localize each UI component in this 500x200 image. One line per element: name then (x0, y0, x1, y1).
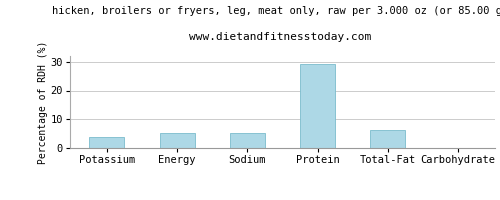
Y-axis label: Percentage of RDH (%): Percentage of RDH (%) (38, 40, 48, 164)
Text: hicken, broilers or fryers, leg, meat only, raw per 3.000 oz (or 85.00 g): hicken, broilers or fryers, leg, meat on… (52, 6, 500, 16)
Bar (230, 133, 265, 148)
Bar (300, 64, 335, 148)
Text: www.dietandfitnesstoday.com: www.dietandfitnesstoday.com (189, 32, 371, 42)
Bar (160, 133, 194, 148)
Bar (90, 136, 124, 148)
Bar (370, 130, 406, 148)
